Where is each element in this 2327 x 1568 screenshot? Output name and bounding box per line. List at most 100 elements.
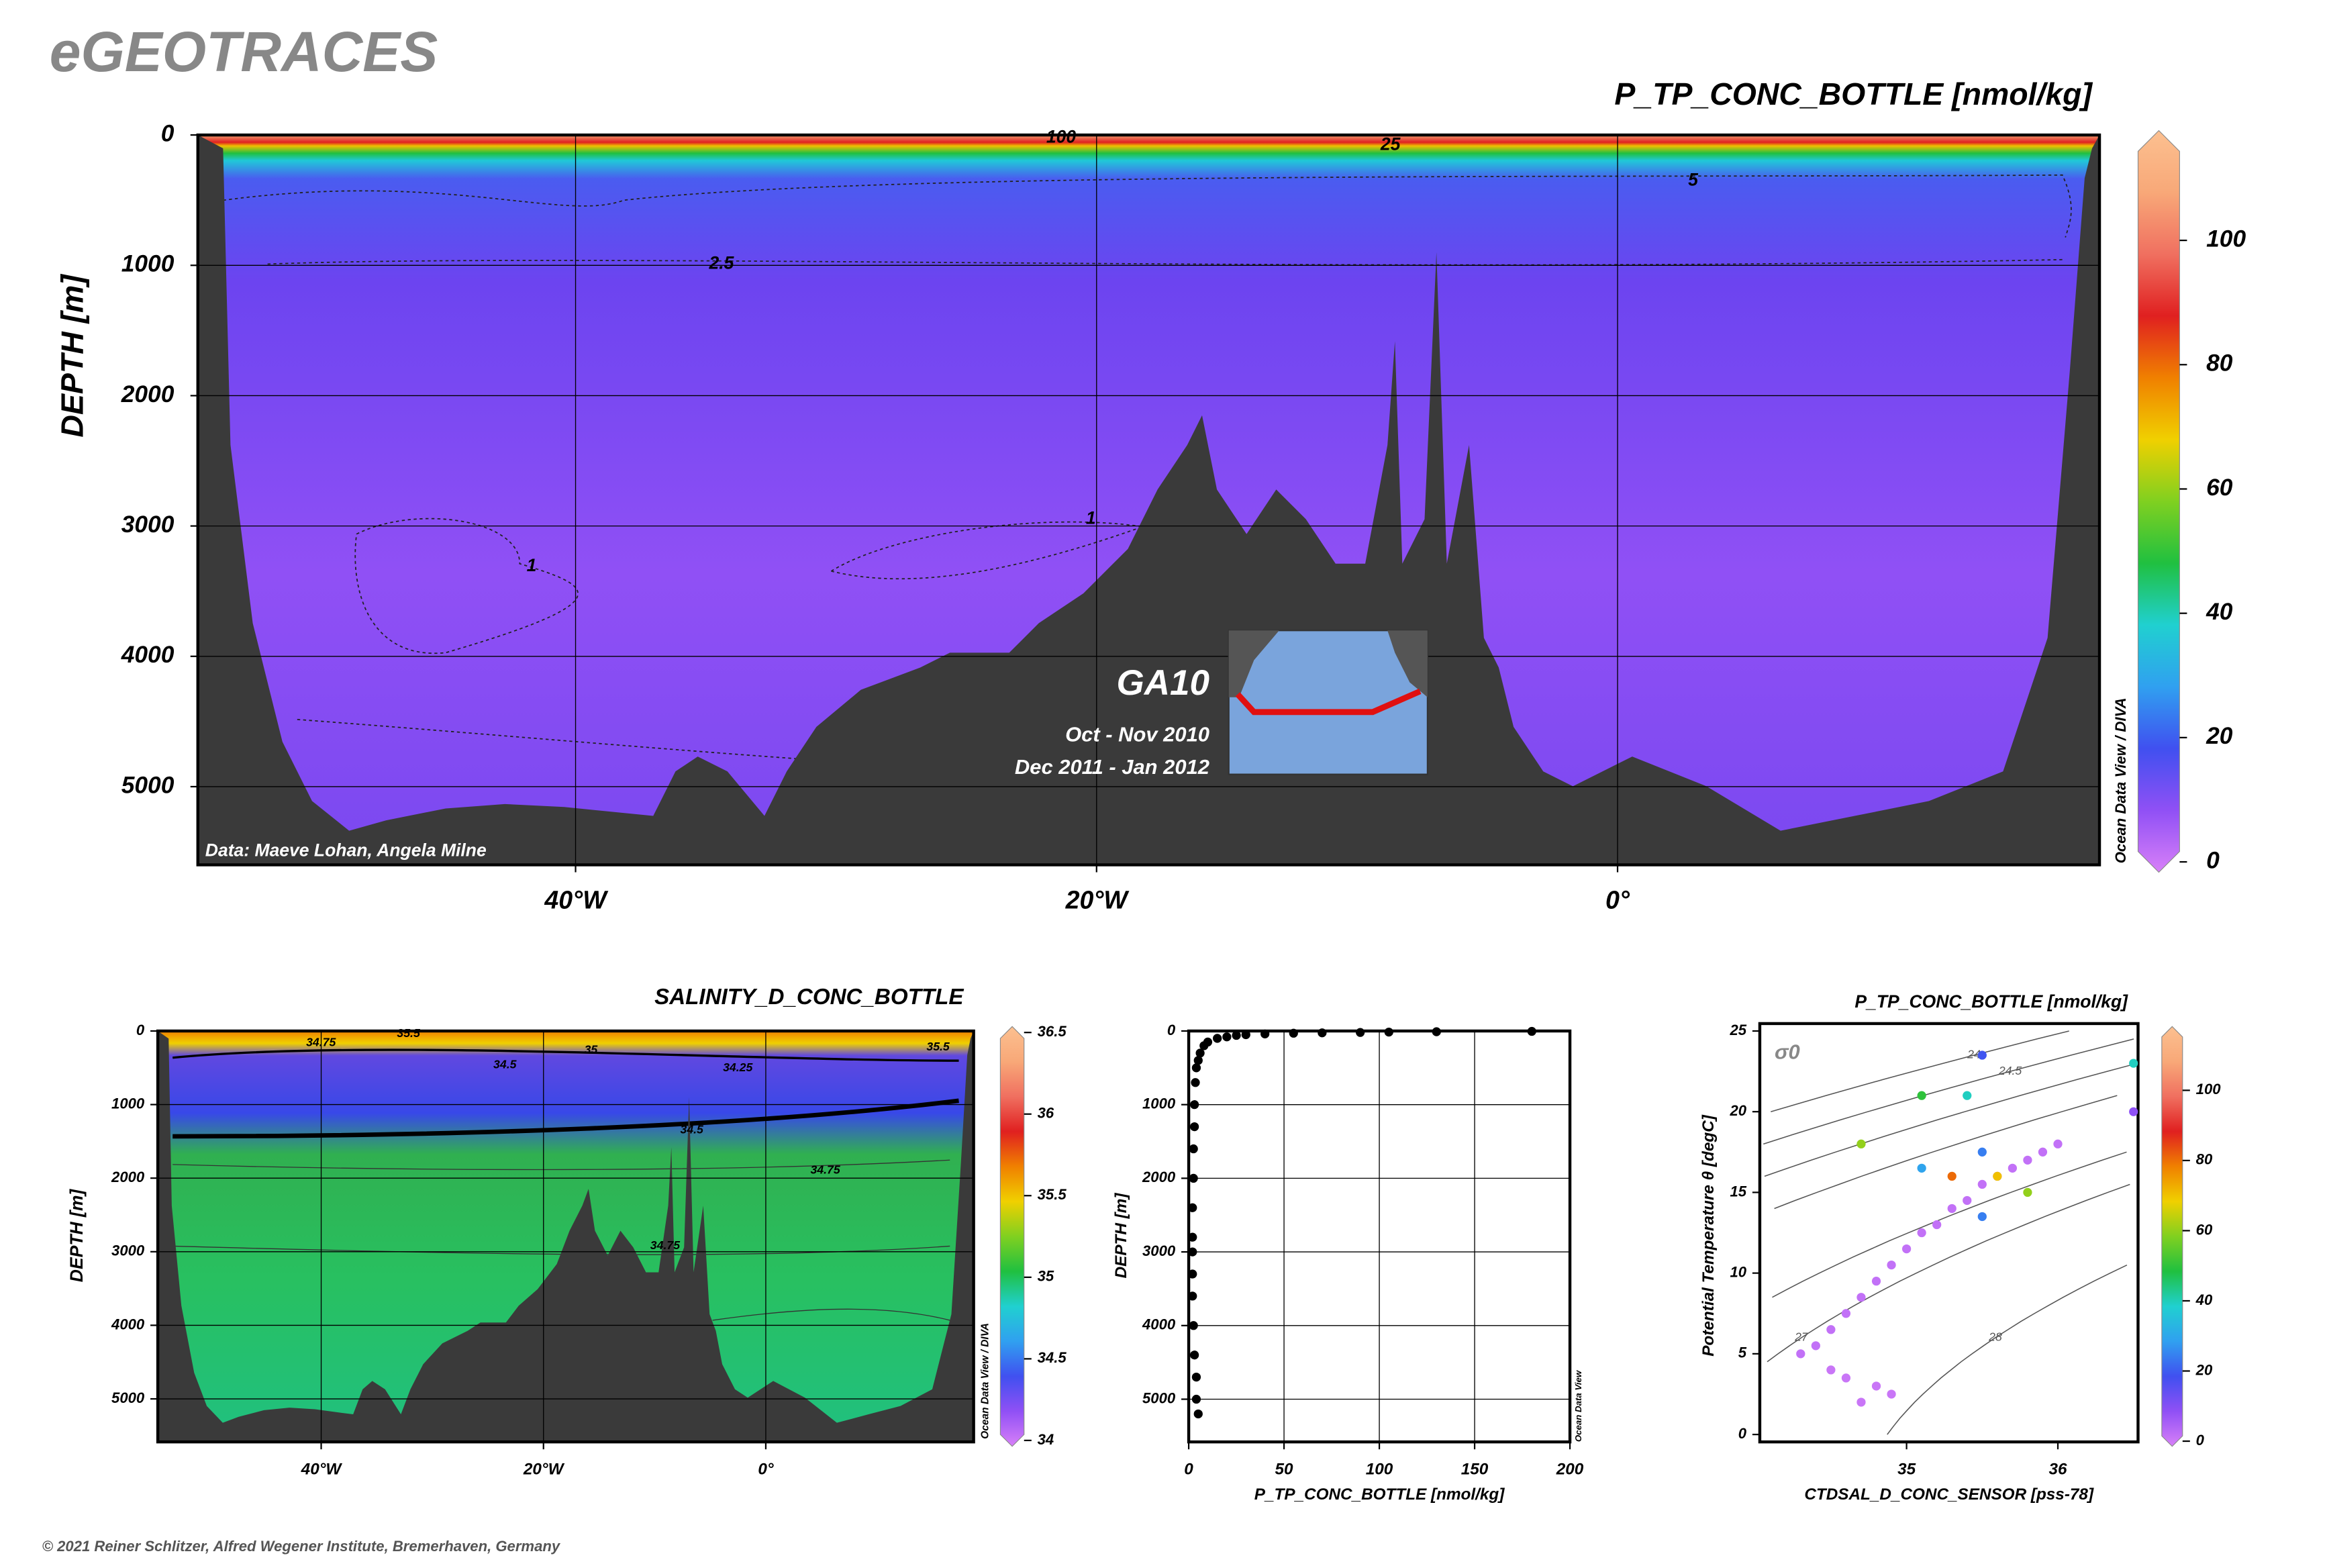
- y-axis-label: DEPTH [m]: [1112, 1193, 1130, 1279]
- annotation: Oct - Nov 2010: [1065, 722, 1209, 746]
- x-tick-label: 36: [2048, 1461, 2067, 1479]
- y-tick-label: 1000: [1142, 1095, 1176, 1112]
- point: [1856, 1139, 1866, 1148]
- y-tick-label: 1000: [121, 251, 175, 277]
- contour-line: [172, 1048, 959, 1062]
- point: [1977, 1212, 1987, 1222]
- y-tick-label: 15: [1730, 1183, 1746, 1199]
- y-tick-label: 20: [1729, 1102, 1746, 1119]
- point: [1188, 1291, 1197, 1301]
- y-tick-label: 3000: [121, 511, 175, 538]
- point: [1841, 1309, 1851, 1318]
- contour-label: 1: [527, 555, 537, 575]
- point: [1191, 1063, 1201, 1073]
- point: [1963, 1195, 1972, 1206]
- colorbar-label: 36: [1038, 1105, 1054, 1122]
- y-tick-label: 1000: [111, 1095, 145, 1112]
- contour-label: 35: [585, 1042, 599, 1056]
- contour-label: 34.75: [650, 1238, 681, 1252]
- point: [1188, 1203, 1197, 1212]
- point: [2038, 1147, 2048, 1157]
- colorbar-label: 34.5: [1038, 1349, 1067, 1366]
- colorbar-label: 36.5: [1038, 1023, 1067, 1040]
- colorbar-label: 34: [1038, 1431, 1054, 1448]
- point: [1977, 1050, 1987, 1060]
- colorbar: [999, 1026, 1025, 1447]
- isopycnal: [1763, 1038, 2134, 1145]
- bathymetry: [197, 135, 2100, 865]
- point: [1977, 1147, 1987, 1157]
- point: [1191, 1394, 1201, 1404]
- contour-line: [172, 1159, 950, 1171]
- x-tick-label: 200: [1556, 1461, 1584, 1479]
- point: [1917, 1091, 1926, 1100]
- point: [1826, 1325, 1836, 1334]
- point: [1189, 1321, 1198, 1330]
- y-tick-label: 3000: [111, 1242, 145, 1259]
- point: [1189, 1100, 1199, 1110]
- point: [1222, 1032, 1232, 1042]
- y-tick-label: 4000: [111, 1316, 145, 1332]
- point: [1384, 1027, 1393, 1037]
- colorbar-label: 100: [2206, 226, 2246, 252]
- contour-label: 1: [1086, 508, 1096, 528]
- x-axis-label: P_TP_CONC_BOTTLE [nmol/kg]: [1254, 1485, 1505, 1504]
- point: [1432, 1027, 1441, 1036]
- isopycnal: [1887, 1265, 2128, 1435]
- contour-label: 2.5: [708, 252, 734, 273]
- x-tick-label: 0: [1184, 1461, 1193, 1479]
- y-tick-label: 2000: [111, 1169, 145, 1185]
- point: [1189, 1144, 1198, 1154]
- contour-label: 34.75: [810, 1163, 840, 1176]
- x-axis-label: CTDSAL_D_CONC_SENSOR [pss-78]: [1804, 1485, 2094, 1504]
- point: [2008, 1163, 2018, 1173]
- x-tick-label: 50: [1275, 1461, 1294, 1479]
- x-tick-label: 40°W: [544, 886, 609, 914]
- colorbar-label: 0: [2196, 1432, 2205, 1449]
- point: [2023, 1155, 2032, 1165]
- colorbar-label: 40: [2206, 599, 2233, 625]
- point: [1963, 1091, 1972, 1100]
- contour-label: 25: [1380, 134, 1401, 154]
- x-tick-label: 40°W: [301, 1461, 343, 1479]
- contour-label: 100: [1046, 127, 1076, 147]
- map-land: [1228, 630, 1279, 697]
- colorbar-label: 35: [1038, 1268, 1054, 1285]
- y-tick-label: 5: [1738, 1344, 1747, 1361]
- y-tick-label: 5000: [1142, 1389, 1176, 1406]
- y-axis-label: Potential Temperature θ [degC]: [1699, 1114, 1718, 1357]
- x-tick-label: 0°: [758, 1461, 774, 1479]
- point: [2023, 1187, 2032, 1197]
- contour-label: 5: [1688, 170, 1699, 190]
- y-axis-label: DEPTH [m]: [66, 1189, 87, 1283]
- contour-line: [223, 174, 2072, 238]
- y-tick-label: 0: [161, 120, 175, 146]
- colorbar-label: 100: [2196, 1081, 2222, 1097]
- colorbar: [2161, 1026, 2183, 1447]
- annotation: GA10: [1116, 663, 1209, 703]
- point: [2053, 1139, 2063, 1148]
- x-tick-label: 150: [1461, 1461, 1489, 1479]
- contour-line: [354, 518, 579, 654]
- point: [1199, 1041, 1209, 1050]
- x-tick-label: 0°: [1605, 886, 1630, 914]
- point: [1289, 1028, 1298, 1038]
- colorbar-label: 35.5: [1038, 1186, 1067, 1203]
- plot-frame: [1758, 1022, 2140, 1444]
- point: [1527, 1026, 1536, 1036]
- point: [1856, 1293, 1866, 1302]
- contour-line: [712, 1308, 950, 1321]
- x-tick-label: 100: [1366, 1461, 1393, 1479]
- point: [1917, 1163, 1926, 1173]
- isopycnal-label: 28: [1988, 1330, 2002, 1343]
- contour-label: 34.5: [681, 1123, 705, 1136]
- annotation: Ocean Data View: [1573, 1369, 1583, 1442]
- brand: eGEOTRACES: [50, 20, 438, 83]
- point: [1947, 1171, 1957, 1181]
- colorbar-label: 0: [2206, 847, 2220, 873]
- footer: © 2021 Reiner Schlitzer, Alfred Wegener …: [42, 1538, 561, 1555]
- point: [1977, 1179, 1987, 1189]
- point: [1871, 1381, 1881, 1391]
- colorbar-label: 60: [2196, 1221, 2213, 1238]
